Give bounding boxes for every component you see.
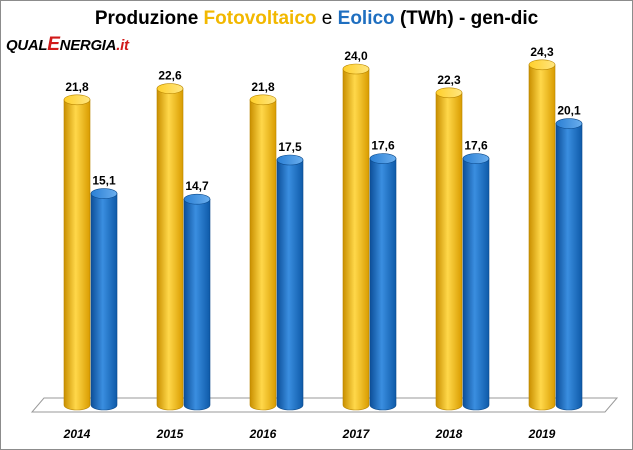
bar-top-fotovoltaico-2017 (342, 63, 370, 75)
value-label-eolico-2018: 17,6 (464, 139, 488, 153)
title-conjunction: e (321, 8, 333, 29)
bar-top-fotovoltaico-2014 (63, 94, 91, 106)
value-label-eolico-2015: 14,7 (185, 179, 209, 193)
value-label-fotovoltaico-2018: 22,3 (437, 73, 461, 87)
bar-top-eolico-2015 (183, 193, 211, 205)
bar-fotovoltaico-2018 (435, 92, 463, 411)
bar-top-eolico-2017 (369, 153, 397, 164)
category-label-2016: 2016 (249, 427, 277, 441)
bar-top-eolico-2018 (462, 153, 490, 164)
bar-top-fotovoltaico-2016 (249, 94, 277, 106)
title-series-eolico: Eolico (337, 8, 395, 29)
bar-fotovoltaico-2014 (63, 99, 91, 411)
category-label-2015: 2015 (156, 427, 184, 441)
bar-top-eolico-2014 (90, 188, 118, 199)
labels-group: 21,8 15,1 2014 22,6 14,7 2015 21,8 17,5 2016 24,0… (63, 45, 581, 441)
logo-part-it: .it (116, 37, 129, 54)
qualenergia-logo: QUALENERGIA.it (6, 34, 129, 56)
value-label-eolico-2014: 15,1 (92, 174, 116, 188)
bar-top-fotovoltaico-2019 (528, 59, 556, 71)
value-label-eolico-2019: 20,1 (557, 104, 581, 118)
title-series-fotovoltaico: Fotovoltaico (203, 8, 317, 29)
bar-fotovoltaico-2016 (249, 99, 277, 411)
bar-eolico-2015 (183, 198, 211, 411)
bar-eolico-2016 (276, 159, 304, 411)
value-label-fotovoltaico-2015: 22,6 (158, 69, 182, 83)
title-suffix: (TWh) - gen-dic (399, 8, 539, 29)
value-label-fotovoltaico-2019: 24,3 (530, 45, 554, 59)
logo-part-e: E (47, 34, 60, 55)
logo-part-qual: QUAL (6, 37, 48, 54)
bar-eolico-2017 (369, 158, 397, 411)
bar-eolico-2014 (90, 193, 118, 411)
category-label-2019: 2019 (528, 427, 556, 441)
bars-group (63, 59, 583, 411)
category-label-2014: 2014 (63, 427, 91, 441)
bar-top-fotovoltaico-2015 (156, 83, 184, 94)
bar-fotovoltaico-2019 (528, 64, 556, 411)
category-label-2018: 2018 (435, 427, 463, 441)
value-label-fotovoltaico-2016: 21,8 (251, 80, 275, 94)
value-label-fotovoltaico-2014: 21,8 (65, 80, 89, 94)
value-label-eolico-2017: 17,6 (371, 139, 395, 153)
bar-top-fotovoltaico-2018 (435, 87, 463, 99)
title-prefix: Produzione (94, 8, 199, 29)
value-label-eolico-2016: 17,5 (278, 140, 302, 154)
chart-title: Produzione Fotovoltaico e Eolico (TWh) -… (0, 8, 633, 30)
logo-part-nergia: NERGIA (59, 37, 117, 54)
bar-top-eolico-2019 (555, 118, 583, 129)
bar-fotovoltaico-2015 (156, 88, 184, 411)
bar-fotovoltaico-2017 (342, 68, 370, 411)
value-label-fotovoltaico-2017: 24,0 (344, 49, 368, 63)
bar-eolico-2019 (555, 123, 583, 411)
category-label-2017: 2017 (342, 427, 371, 441)
bar-eolico-2018 (462, 158, 490, 411)
bar-top-eolico-2016 (276, 154, 304, 166)
